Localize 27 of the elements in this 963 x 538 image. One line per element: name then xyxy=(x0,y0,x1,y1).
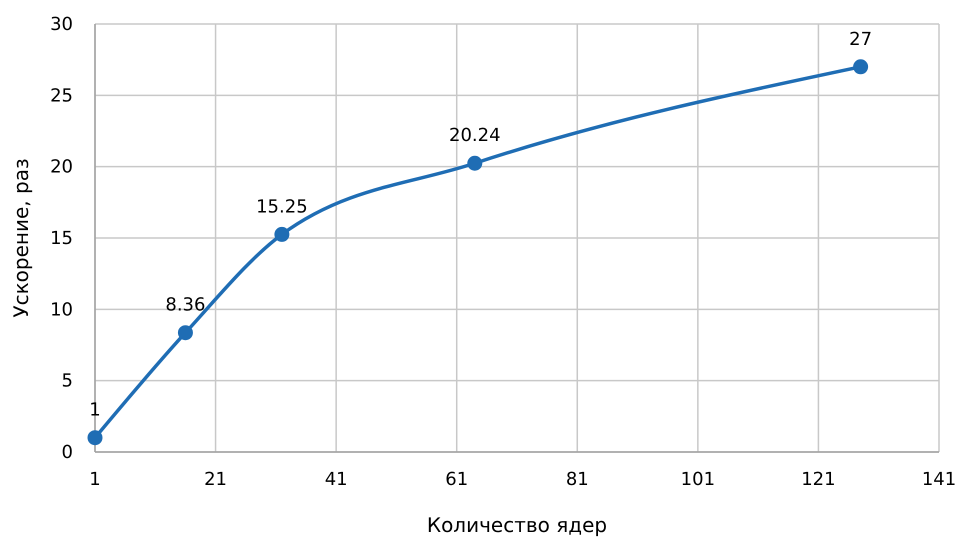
point xyxy=(853,59,868,74)
y-tick-label: 20 xyxy=(50,156,73,178)
y-tick-label: 0 xyxy=(62,442,73,463)
point xyxy=(467,156,482,171)
y-tick-label: 10 xyxy=(50,299,73,320)
data-label: 27 xyxy=(849,28,872,50)
y-axis-title: Ускорение, раз xyxy=(9,158,33,318)
data-label: 1 xyxy=(89,400,101,421)
x-tick-label: 141 xyxy=(922,469,956,490)
y-tick-label: 25 xyxy=(50,85,73,106)
point xyxy=(88,430,102,446)
y-tick-label: 5 xyxy=(62,370,73,392)
x-tick-label: 121 xyxy=(801,469,836,490)
x-tick-label: 21 xyxy=(204,469,228,490)
x-tick-label: 81 xyxy=(566,469,589,490)
x-axis-title: Количество ядер xyxy=(426,513,608,537)
y-tick-label: 30 xyxy=(50,14,73,35)
data-label: 8.36 xyxy=(165,294,206,316)
point xyxy=(178,325,193,340)
x-tick-label: 1 xyxy=(89,469,101,490)
x-tick-label: 101 xyxy=(680,469,716,490)
point xyxy=(274,226,290,242)
x-tick-label: 61 xyxy=(445,469,468,490)
x-tick-label: 41 xyxy=(324,469,348,490)
y-tick-label: 15 xyxy=(50,228,73,249)
data-label: 15.25 xyxy=(256,196,308,218)
data-label: 20.24 xyxy=(449,125,501,146)
